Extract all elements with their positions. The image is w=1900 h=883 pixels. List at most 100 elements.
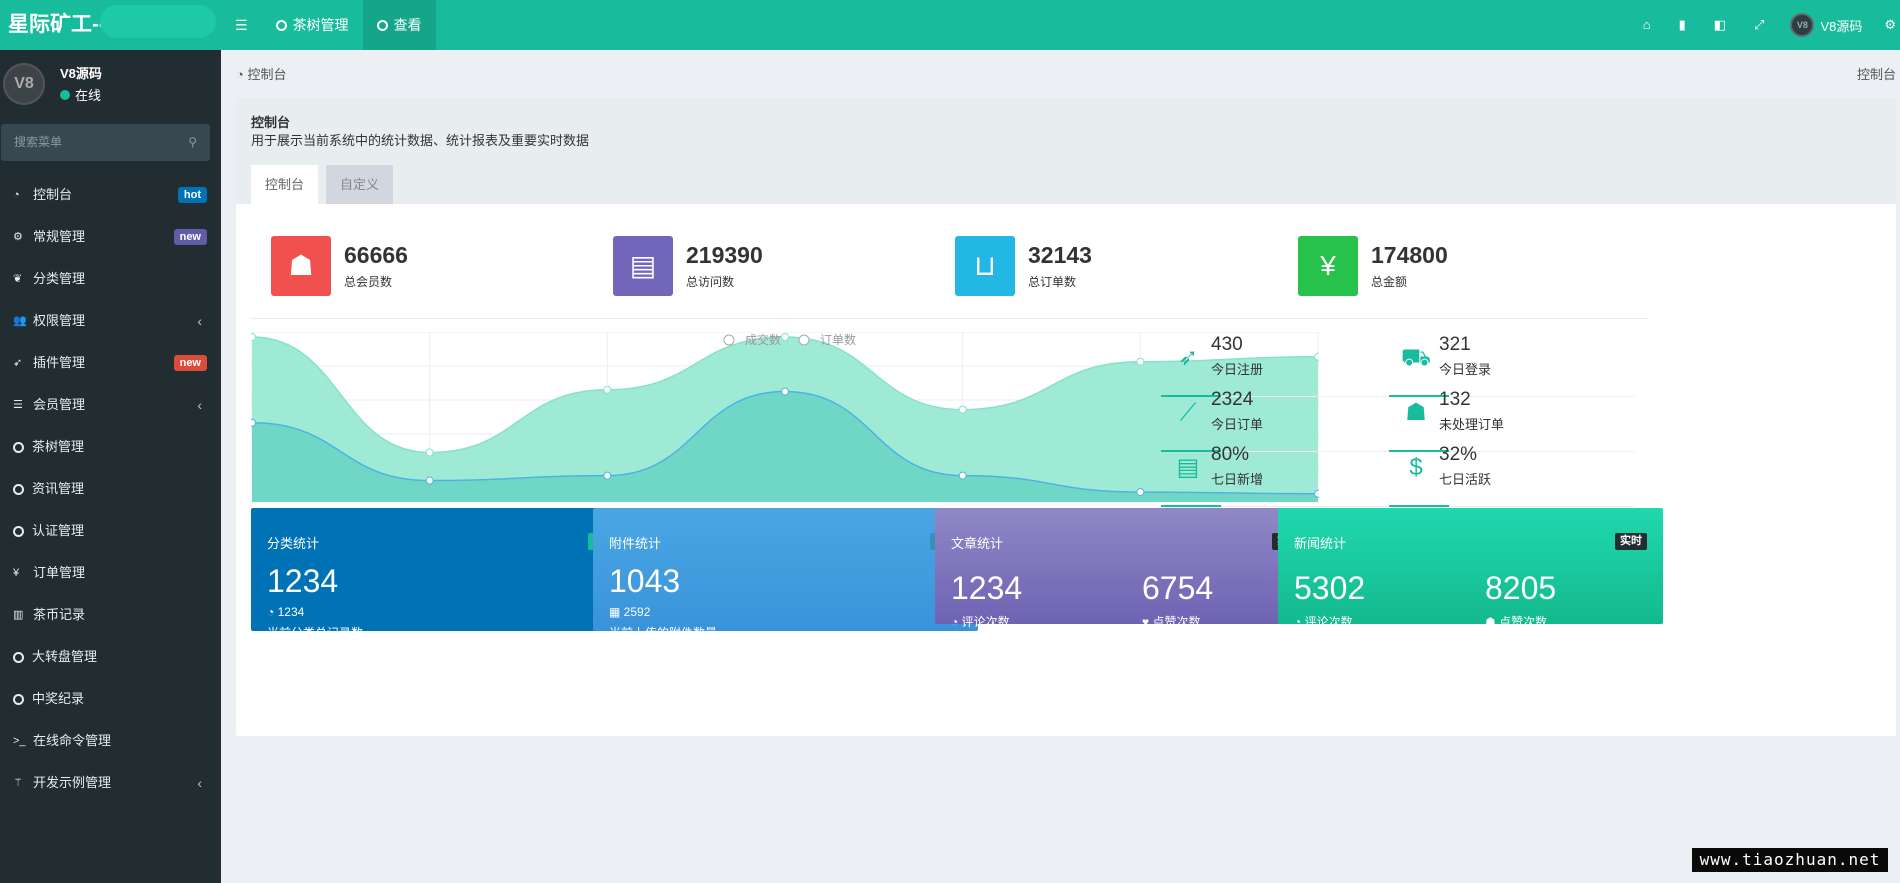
yen-icon: ¥	[13, 567, 20, 579]
sidebar-item-2[interactable]: ❦ 分类管理	[0, 258, 221, 300]
sidebar-item-label: 订单管理	[33, 565, 86, 580]
app-logo[interactable]: 星际矿工--	[8, 13, 106, 36]
tab-custom[interactable]: 自定义	[326, 165, 394, 204]
sidebar-item-11[interactable]: 大转盘管理	[0, 636, 221, 678]
data-point[interactable]	[1314, 489, 1320, 498]
sidebar-item-12[interactable]: 中奖纪录	[0, 678, 221, 720]
stat-box: ▤ 219390 总访问数	[593, 228, 963, 319]
dashboard-icon: ◔	[13, 189, 20, 201]
mini-stat-label: 未处理订单	[1439, 417, 1505, 432]
tab-dashboard[interactable]: 控制台	[251, 165, 319, 204]
chevron-left-icon: ‹	[197, 775, 202, 791]
legend-label[interactable]: 订单数	[820, 332, 856, 347]
comment-icon: ◔	[1294, 615, 1305, 629]
search-icon[interactable]: ⚲	[188, 135, 197, 149]
mini-stat-label: 今日订单	[1211, 417, 1264, 432]
circle-icon	[13, 693, 24, 705]
cart-icon: ⛟	[1400, 344, 1432, 371]
translate-icon[interactable]: ◧	[1713, 17, 1727, 32]
sidebar-menu: ◔ 控制台 hot ⚙ 常规管理 new ❦ 分类管理 👥 权限管理 ‹ ➶ 插件管理 new ☰ 会员管理 ‹…	[0, 174, 221, 804]
sidebar-item-7[interactable]: 资讯管理	[0, 468, 221, 510]
mini-stat: ⟋ 2324 今日订单	[1161, 386, 1407, 452]
data-point[interactable]	[1136, 488, 1145, 497]
card-desc: 当前分类总记录数	[267, 626, 364, 640]
group-icon: 👥	[13, 315, 27, 327]
sidebar-item-13[interactable]: >_ 在线命令管理	[0, 720, 221, 762]
tab-tea-management[interactable]: 茶树管理	[262, 0, 363, 50]
legend-label[interactable]: 成交数	[745, 332, 781, 347]
sidebar-item-0[interactable]: ◔ 控制台 hot	[0, 174, 221, 216]
main-content: ◔ 控制台 控制台 控制台 用于展示当前系统中的统计数据、统计报表及重要实时数据…	[221, 50, 1900, 883]
card-sub: ▦ 2592	[609, 605, 651, 619]
data-point[interactable]	[958, 405, 967, 414]
realtime-badge: 实时	[1615, 533, 1647, 550]
home-icon[interactable]: ⌂	[1642, 17, 1651, 32]
heart-icon: ♥	[1142, 615, 1153, 629]
data-point[interactable]	[603, 385, 612, 394]
dollar-icon: $	[1409, 454, 1423, 481]
stat-box: ¥174800 总金额	[1278, 228, 1648, 319]
settings-icon[interactable]: ⚙	[1884, 17, 1896, 32]
sidebar-item-label: 资讯管理	[32, 481, 85, 496]
menu-badge: hot	[177, 187, 207, 203]
sidebar-item-3[interactable]: 👥 权限管理 ‹	[0, 300, 221, 342]
sidebar-item-6[interactable]: 茶树管理	[0, 426, 221, 468]
panel-header: 控制台 用于展示当前系统中的统计数据、统计报表及重要实时数据 控制台 自定义	[236, 98, 1896, 204]
bar-chart-icon: ▥	[13, 609, 24, 621]
mini-stat: $32% 七日活跃	[1389, 441, 1635, 507]
mini-stat-value: 2324	[1211, 389, 1254, 410]
sidebar-item-8[interactable]: 认证管理	[0, 510, 221, 552]
trash-icon[interactable]: ▮	[1678, 17, 1686, 32]
sidebar-item-4[interactable]: ➶ 插件管理 new	[0, 342, 221, 384]
stat-box: ⊔ 32143 总订单数	[935, 228, 1305, 319]
data-point[interactable]	[425, 476, 434, 485]
card-col: 6754 ♥ 点赞次数	[1142, 570, 1213, 630]
sidebar-item-10[interactable]: ▥ 茶币记录	[0, 594, 221, 636]
data-point[interactable]	[425, 448, 434, 457]
data-point[interactable]	[781, 387, 789, 396]
mini-stat-underline	[1389, 505, 1449, 507]
avatar: V8	[1790, 13, 1815, 37]
search-menu-input[interactable]: 搜索菜单 ⚲	[1, 124, 210, 161]
card-value: 8205	[1485, 570, 1557, 606]
data-point[interactable]	[781, 333, 789, 341]
sidebar-item-9[interactable]: ¥ 订单管理	[0, 552, 221, 594]
breadcrumb[interactable]: ◔ 控制台	[236, 67, 287, 82]
sidebar-item-label: 认证管理	[32, 523, 85, 538]
user-menu[interactable]: V8 V8源码	[1778, 13, 1874, 37]
mini-stat-underline	[1161, 505, 1221, 507]
data-point[interactable]	[958, 471, 967, 480]
breadcrumb-right[interactable]: 控制台	[1856, 67, 1896, 82]
list-icon: ☰	[13, 399, 23, 411]
shopping-bag-icon: ⊔	[955, 236, 1015, 296]
line-chart-icon: ⟋	[1179, 399, 1197, 426]
panel-title: 控制台	[251, 115, 291, 130]
tab-view[interactable]: 查看	[362, 0, 436, 50]
stat-card: 新闻统计 实时 5302 ◔ 评论次数 8205 ☗ 点赞次数	[1278, 508, 1663, 629]
card-sub: ◔ 1234	[267, 605, 305, 619]
data-point[interactable]	[251, 333, 256, 341]
sidebar-toggle-button[interactable]: ☰	[221, 0, 262, 50]
chevron-left-icon: ‹	[197, 397, 202, 413]
mini-stat-label: 今日注册	[1211, 362, 1264, 377]
sidebar-item-5[interactable]: ☰ 会员管理 ‹	[0, 384, 221, 426]
card-label: ☗ 点赞次数	[1485, 615, 1548, 629]
data-point[interactable]	[1314, 352, 1320, 361]
legend-marker[interactable]	[723, 334, 735, 346]
card-value: 1234	[267, 563, 339, 599]
sidebar-item-label: 常规管理	[33, 229, 86, 244]
data-point[interactable]	[603, 471, 612, 480]
leaf-icon: ❦	[13, 273, 23, 285]
stat-label: 总会员数	[344, 275, 393, 289]
data-point[interactable]	[1136, 357, 1145, 366]
mini-stat-label: 七日新增	[1211, 472, 1264, 487]
data-point[interactable]	[251, 418, 256, 427]
card-label: ◔ 评论次数	[1294, 615, 1353, 629]
legend-marker[interactable]	[798, 334, 810, 346]
sidebar-item-14[interactable]: ⚚ 开发示例管理 ‹	[0, 762, 221, 804]
sidebar-item-1[interactable]: ⚙ 常规管理 new	[0, 216, 221, 258]
top-right-tools: ⌂ ▮ ◧ ⤢ V8 V8源码 ⚙	[1629, 0, 1900, 50]
watermark: www.tiaozhuan.net	[1692, 848, 1888, 872]
fullscreen-icon[interactable]: ⤢	[1754, 17, 1765, 32]
